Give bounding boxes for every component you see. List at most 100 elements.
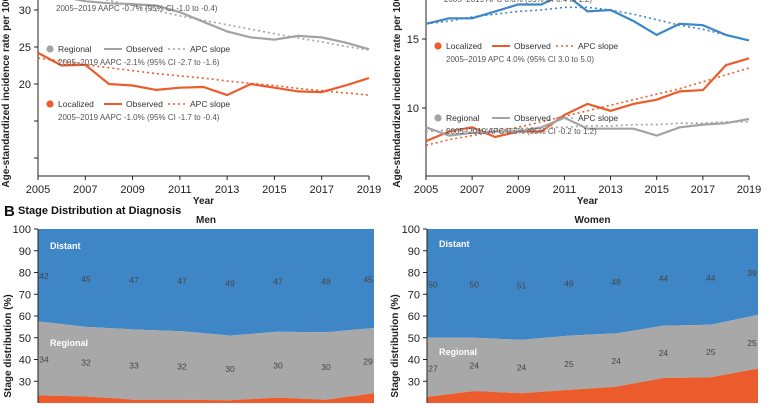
women_trends-x-tick-label: 2019 [737,184,761,196]
women_stage-y-tick-label: 30 [408,376,420,388]
men_trends-series-group [37,0,370,97]
women_trends-localized-legend-apc: APC slope [578,41,618,51]
men_stage-localized-area [38,393,374,403]
men_stage-regional-value-label: 30 [321,362,331,372]
men_stage-chart: 30 40 50 60 70 80 90 100 Stage distribution (%) M… [3,215,374,403]
women_trends-x-tick-label: 2009 [506,184,530,196]
men_trends-x-tick-label: 2015 [262,184,286,196]
women_stage-regional-value-label: 25 [564,359,574,369]
men_stage-distant-value-label: 45 [363,274,373,284]
women_trends-localized-observed-line [425,57,750,143]
men_stage-y-tick-label: 30 [19,376,31,388]
women_stage-distant-value-label: 48 [611,277,621,287]
men_trends-localized-legend-name: Localized [58,99,94,109]
men_stage-y-tick-label: 100 [13,224,31,236]
men_trends-x-tick-label: 2019 [357,184,381,196]
men_trends-regional-legend-name: Regional [58,44,92,54]
men_stage-distant-value-label: 49 [225,278,235,288]
women_stage-regional-value-label: 24 [517,363,527,373]
men_stage-distant-label: Distant [50,241,81,251]
men_trends-distant-stat: 2005–2019 AAPC -0.7% (95% CI -1.0 to -0.… [56,4,218,13]
men_trends-y-tick-label: 30 [19,5,31,17]
women_trends-localized-legend-marker [434,42,442,50]
women_trends-x-tick-label: 2007 [460,184,484,196]
women_stage-localized-area [427,368,758,403]
women_stage-distant-value-label: 44 [706,273,716,283]
women_stage-y-tick-label: 60 [408,311,420,323]
men_stage-regional-value-label: 30 [273,361,283,371]
women_trends-regional-apc-line [425,121,749,133]
men_trends-localized-legend-apc: APC slope [190,99,230,109]
women_trends-y-axis-title: Age-standardized incidence rate per 100,… [392,0,403,188]
men_trends-regional-legend-apc: APC slope [190,44,230,54]
men_trends-chart: 20 25 30 2005 2007 2009 2011 2013 2015 2017 2019 Ye… [1,0,381,207]
women_trends-chart: 10 15 2005 2007 2009 2011 2013 2015 2017 2019 Year… [392,0,761,207]
women_stage-y-tick-label: 40 [408,355,420,367]
men_stage-y-tick-label: 80 [19,268,31,280]
women_stage-y-tick-label: 100 [402,224,420,236]
men_trends-y-tick-label: 20 [19,79,31,91]
men_trends-regional-legend-marker [46,45,54,53]
men_stage-regional-value-label: 30 [225,364,235,374]
women_trends-regional-legend-name: Regional [446,113,480,123]
men_stage-y-tick-label: 90 [19,246,31,258]
women_stage-regional-value-label: 25 [706,347,716,357]
men_stage-y-axis-title: Stage distribution (%) [3,294,14,397]
men_trends-x-axis-title: Year [193,196,214,207]
men_stage-distant-value-label: 48 [321,277,331,287]
women_stage-regional-value-label: 27 [428,363,438,373]
men_stage-regional-value-label: 32 [81,358,91,368]
women_trends-regional-observed-line [425,116,750,137]
women_trends-distant-stat: 2005–2019 APC 0.8% (95% CI 0.4 to 1.2) [444,0,592,4]
women_trends-localized-legend-observed: Observed [514,41,551,51]
men_stage-y-tick-label: 60 [19,311,31,323]
men_trends-localized-legend-stat: 2005–2019 AAPC -1.0% (95% CI -1.7 to -0.… [58,113,220,122]
women_trends-distant-observed-line [425,0,750,42]
men_stage-distant-value-label: 45 [81,274,91,284]
men_trends-regional-legend-observed: Observed [126,44,163,54]
men_stage-regional-area [38,321,374,401]
men_stage-regional-value-label: 34 [39,354,49,364]
men_stage-distant-value-label: 47 [129,275,139,285]
men_trends-x-tick-label: 2011 [168,184,192,196]
women_stage-distant-value-label: 44 [659,273,669,283]
men_trends-localized-legend-observed: Observed [126,99,163,109]
women_trends-x-tick-label: 2015 [644,184,668,196]
women_stage-regional-value-label: 24 [470,360,480,370]
women_stage-distant-label: Distant [439,239,470,249]
men_trends-regional-legend-stat: 2005–2019 AAPC -2.1% (95% CI -2.7 to -1.… [58,58,220,67]
men_trends-x-tick-label: 2013 [215,184,239,196]
women_trends-localized-legend-stat: 2005–2019 APC 4.0% (95% CI 3.0 to 5.0) [446,55,594,64]
women_trends-y-tick-label: 15 [407,34,419,46]
women_stage-y-tick-label: 50 [408,333,420,345]
women_trends-localized-legend-name: Localized [446,41,482,51]
men_stage-regional-value-label: 33 [129,361,139,371]
men_stage-y-tick-label: 40 [19,355,31,367]
women_stage-distant-value-label: 39 [747,268,757,278]
men_stage-regional-value-label: 32 [177,361,187,371]
men_trends-x-tick-label: 2017 [309,184,333,196]
men_trends-y-axis-title: Age-standardized incidence rate per 100,… [1,0,12,188]
men_stage-distant-value-label: 47 [273,276,283,286]
panel-b-letter: B [4,203,15,220]
men_trends-x-tick-label: 2009 [120,184,144,196]
women_stage-y-tick-label: 90 [408,246,420,258]
men_stage-distant-value-label: 42 [39,271,49,281]
men_trends-localized-apc-line [37,57,370,96]
women_trends-series-group [425,0,750,147]
men_trends-regional-observed-line [73,0,370,51]
women_stage-regional-value-label: 24 [611,356,621,366]
women_trends-localized-apc-line [425,67,750,147]
men_stage-distant-area [38,229,374,336]
women_stage-distant-value-label: 50 [470,279,480,289]
women_trends-x-tick-label: 2017 [691,184,715,196]
women_stage-distant-value-label: 51 [517,280,527,290]
men_trends-localized-observed-line [37,51,370,97]
women_stage-distant-value-label: 50 [428,279,438,289]
women_trends-y-tick-label: 10 [407,103,419,115]
men_stage-regional-value-label: 29 [363,357,373,367]
women_stage-chart: 30 40 50 60 70 80 90 100 Stage distribution (%) W… [390,215,758,403]
women_stage-regional-area [427,314,758,397]
